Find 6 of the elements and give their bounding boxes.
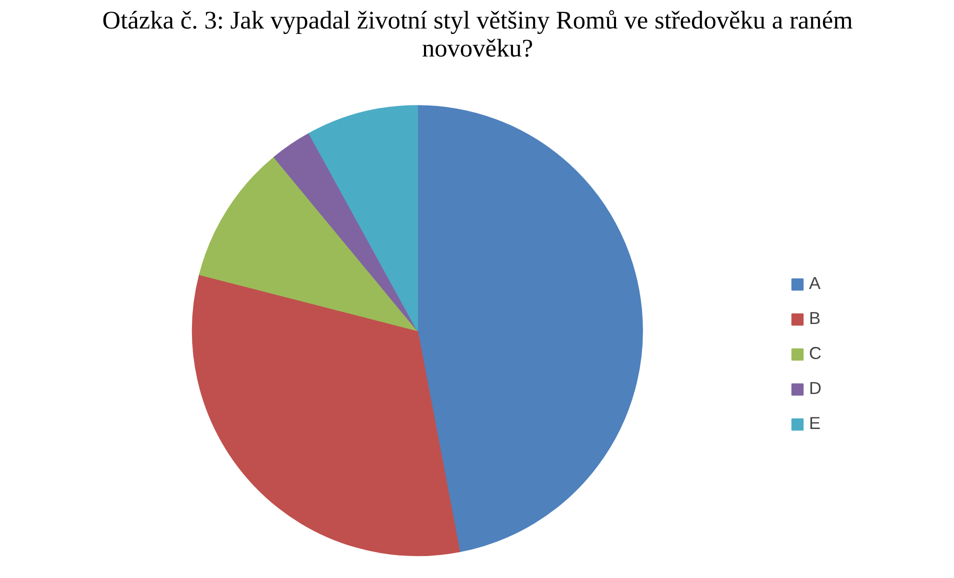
legend-label: C [809, 343, 823, 364]
chart-title: Otázka č. 3: Jak vypadal životní styl většiny Romů ve středověku a raném novověku? [102, 6, 854, 63]
legend-label: E [809, 413, 822, 434]
legend-label: D [809, 378, 823, 399]
legend-label: A [809, 273, 822, 294]
legend-label: B [809, 308, 822, 329]
